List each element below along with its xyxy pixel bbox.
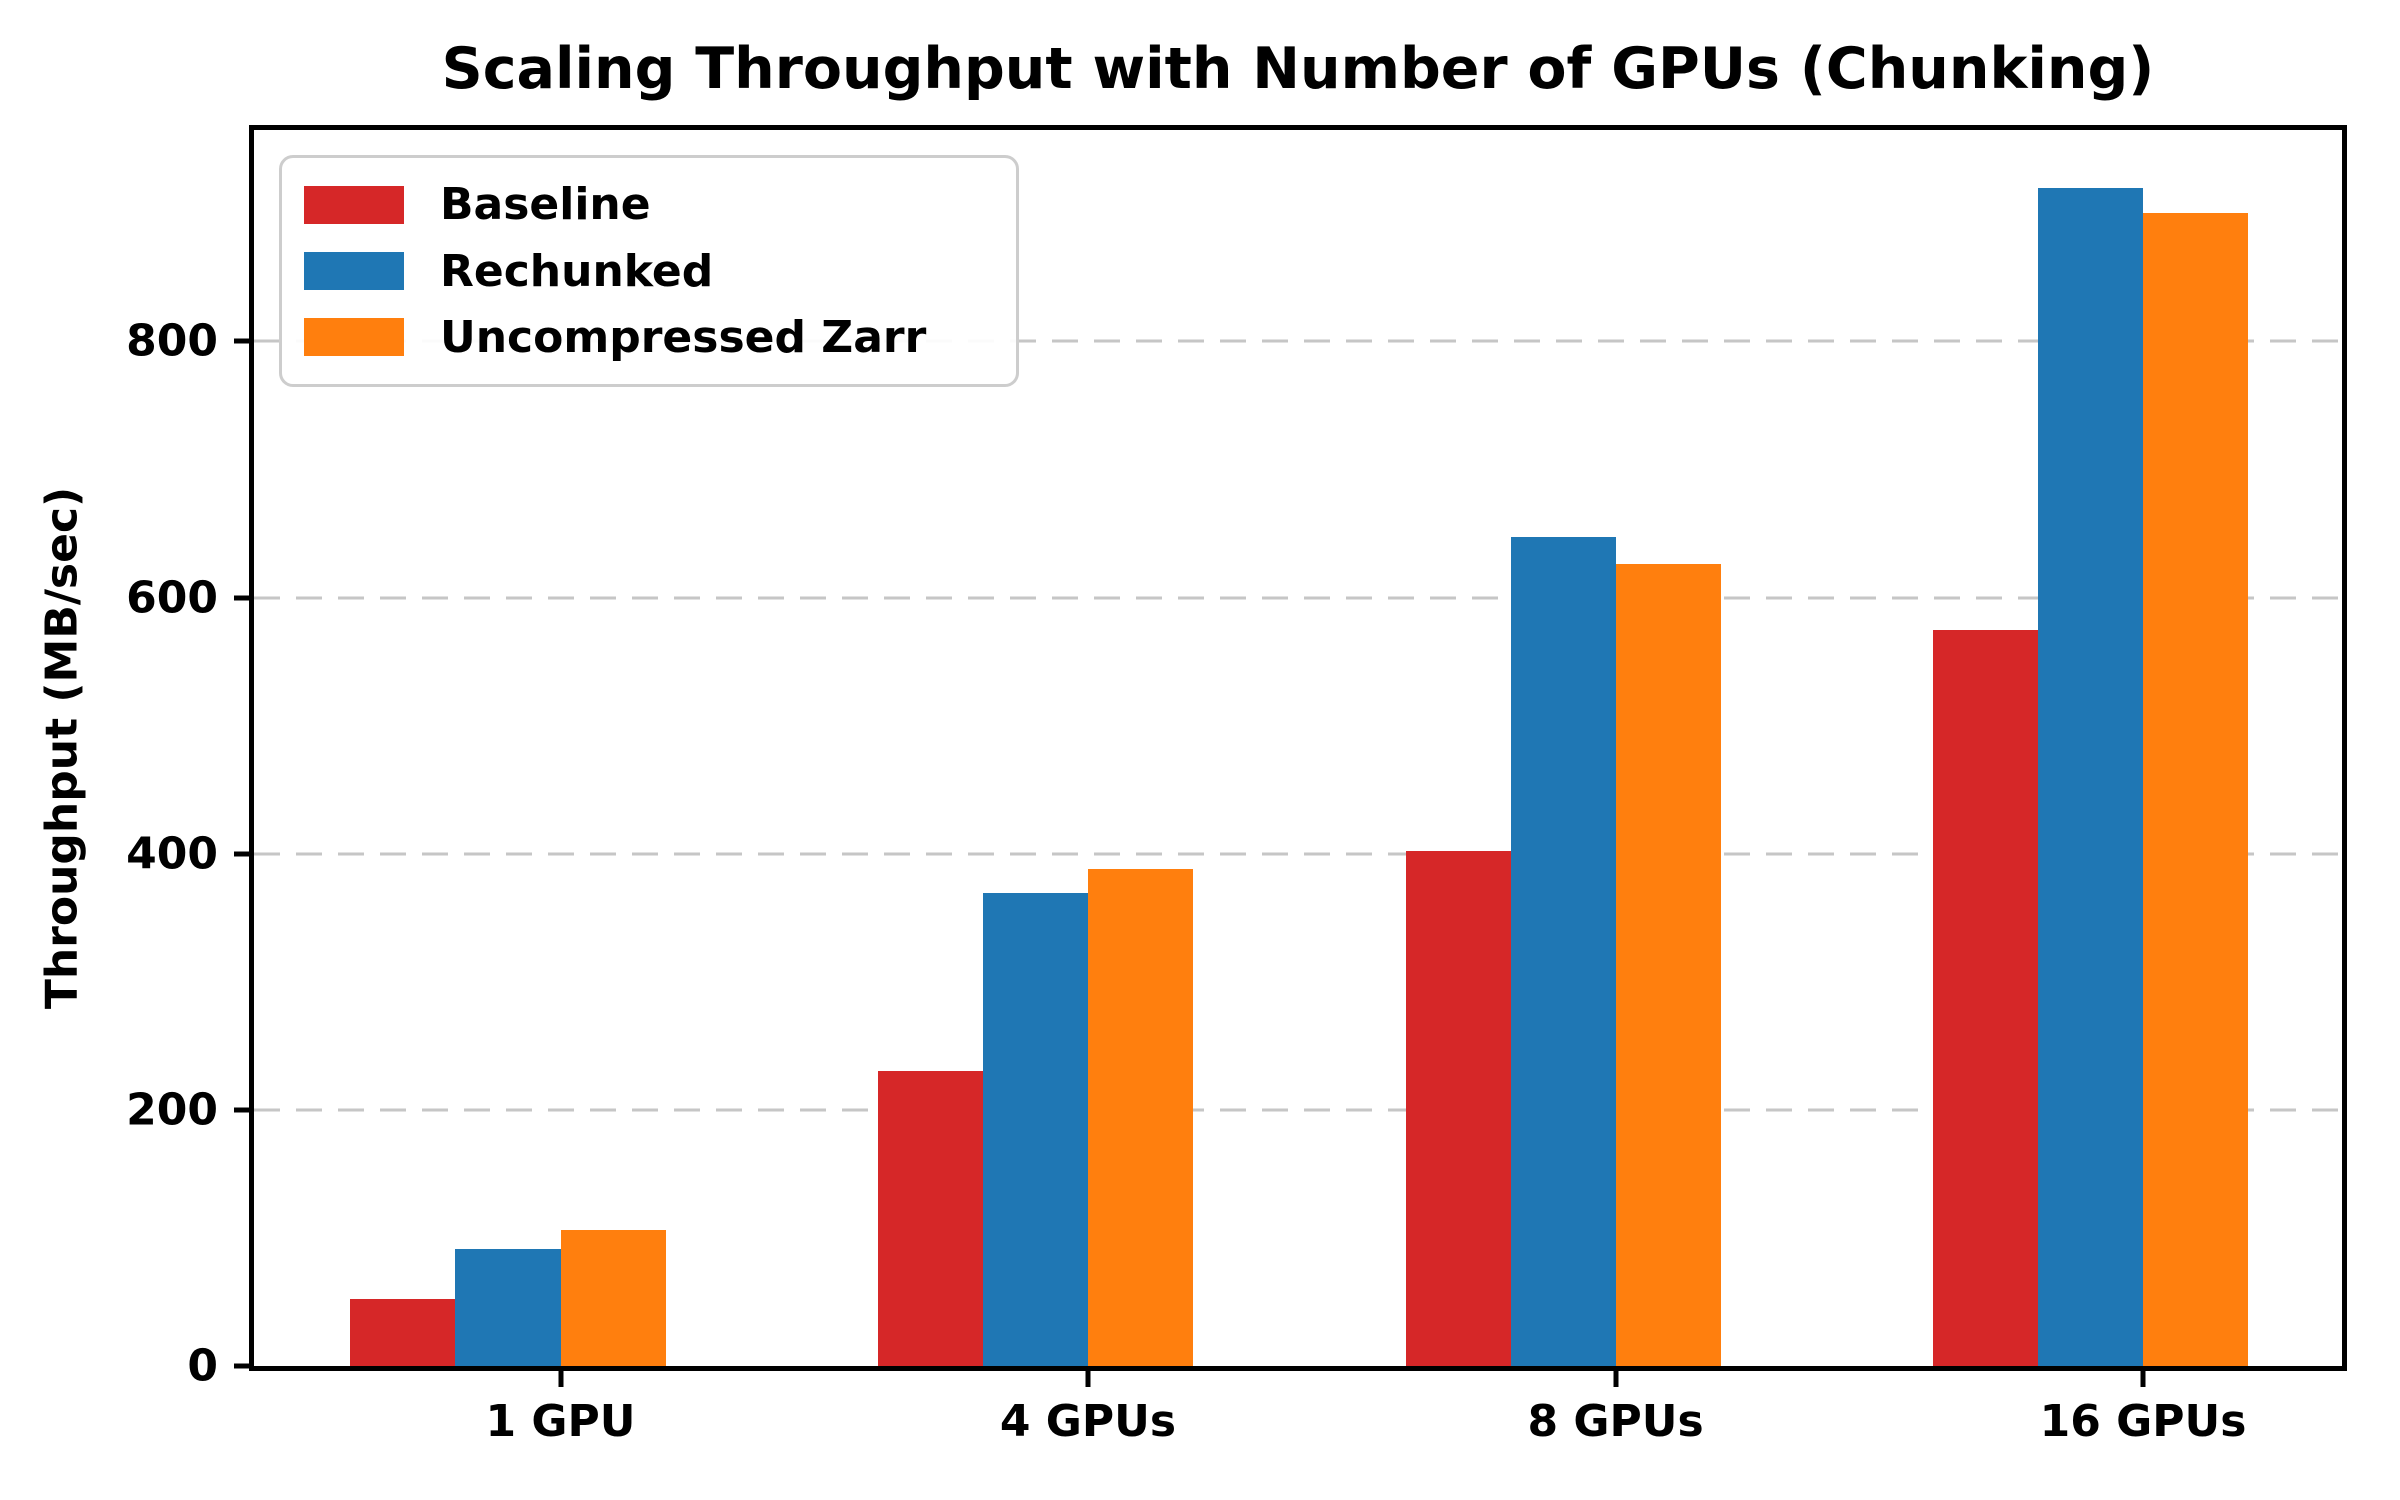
chart-title: Scaling Throughput with Number of GPUs (… [441,36,2155,102]
y-tick-mark-600 [234,595,254,600]
x-tick-label-1-gpu: 1 GPU [485,1396,636,1447]
gridline-y-400 [254,852,2342,856]
x-tick-mark-8-gpus [1613,1371,1619,1387]
gridline-y-800 [254,339,2342,343]
legend-entry-rechunked: Rechunked [304,246,1016,297]
bar-rechunked-4-gpus [982,893,1088,1366]
y-axis-label: Throughput (MB/sec) [36,486,88,1010]
legend-swatch-baseline [304,185,404,224]
y-tick-mark-200 [234,1107,254,1113]
gridline-y-200 [254,1108,2342,1112]
x-tick-mark-16-gpus [2140,1371,2146,1387]
bar-baseline-4-gpus [877,1071,983,1366]
bar-uncompressed-zarr-16-gpus [2143,213,2249,1366]
legend-swatch-uncompressed-zarr [304,318,404,357]
bar-uncompressed-zarr-1-gpu [560,1230,666,1366]
bar-baseline-8-gpus [1405,851,1511,1366]
legend-swatch-rechunked [304,252,404,290]
y-tick-mark-0 [234,1363,254,1369]
legend-label-rechunked: Rechunked [440,245,714,297]
legend: Baseline Rechunked Uncompressed Zarr [279,155,1019,387]
legend-entry-uncompressed-zarr: Uncompressed Zarr [304,312,1016,363]
x-tick-mark-4-gpus [1085,1371,1091,1387]
x-tick-label-8-gpus: 8 GPUs [1527,1396,1704,1447]
x-tick-mark-1-gpu [558,1371,564,1387]
y-tick-label-600: 600 [126,572,218,623]
y-tick-mark-400 [234,851,254,857]
bar-rechunked-1-gpu [455,1249,561,1366]
x-tick-label-16-gpus: 16 GPUs [2039,1396,2247,1447]
y-tick-label-0: 0 [187,1340,218,1392]
legend-label-baseline: Baseline [440,179,651,231]
x-tick-label-4-gpus: 4 GPUs [999,1396,1177,1447]
y-tick-label-800: 800 [126,315,218,367]
y-tick-label-200: 200 [126,1084,218,1136]
bar-uncompressed-zarr-8-gpus [1615,564,1721,1366]
bar-rechunked-8-gpus [1510,537,1616,1366]
bar-uncompressed-zarr-4-gpus [1087,869,1193,1366]
legend-label-uncompressed-zarr: Uncompressed Zarr [440,311,927,363]
plot-area: Baseline Rechunked Uncompressed Zarr 1 GPU… [234,125,2347,1447]
y-tick-label-400: 400 [126,828,218,880]
bar-rechunked-16-gpus [2037,187,2143,1366]
bar-baseline-16-gpus [1932,629,2038,1366]
gridline-y-600 [254,596,2342,599]
y-tick-mark-800 [234,338,254,344]
bar-baseline-1-gpu [350,1299,456,1366]
legend-entry-baseline: Baseline [304,179,1016,230]
